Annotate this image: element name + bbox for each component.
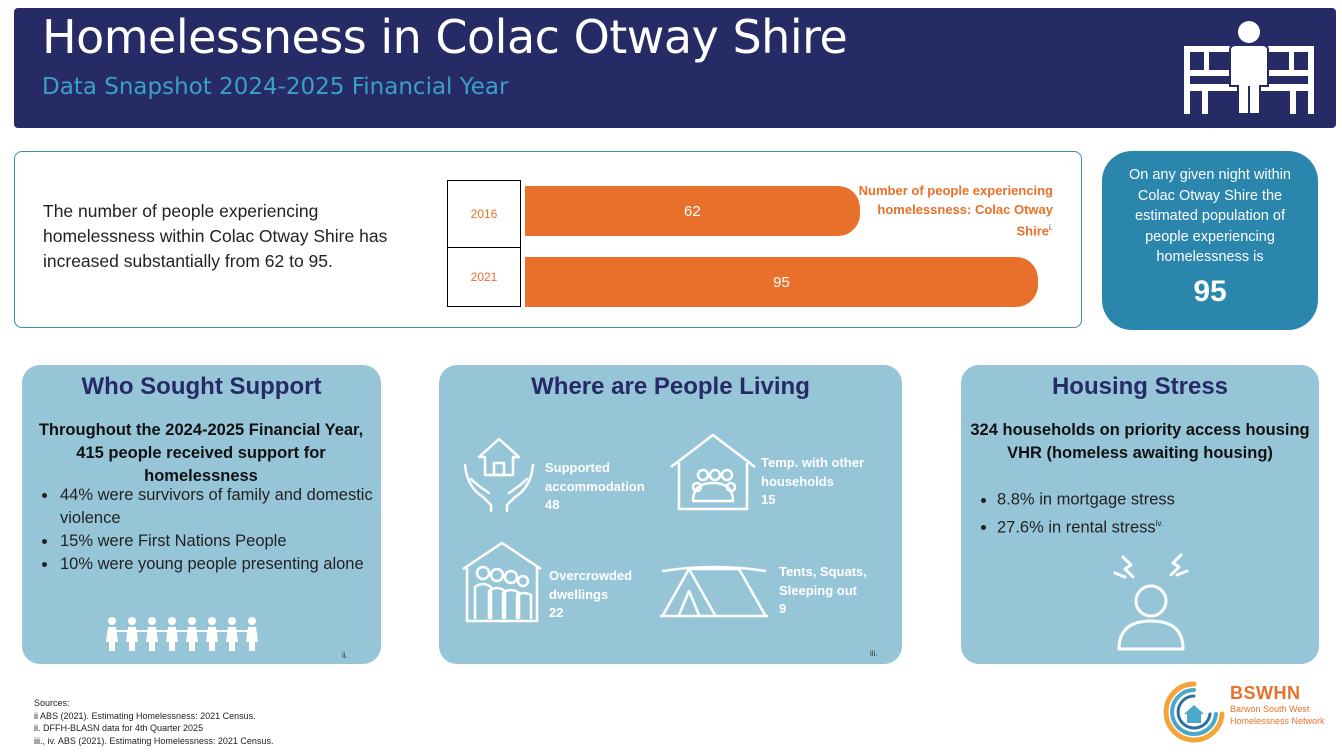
living-item-temp: Temp. with other households 15 [761,454,891,510]
person-head [128,617,136,625]
person-hand [116,630,128,632]
sources: Sources: ii ABS (2021). Estimating Homel… [34,697,273,747]
person-on-bench-icon [1184,21,1314,115]
person-head [148,617,156,625]
living-item-supported: Supported accommodation 48 [545,459,655,515]
person-body [126,627,138,651]
housing-stress-card: Housing Stress 324 households on priorit… [961,365,1319,664]
living-footnote: iii. [870,649,878,658]
list-item: 10% were young people presenting alone [58,553,378,576]
trend-panel: The number of people experiencing homele… [14,151,1082,328]
bswhn-logo: BSWHN Barwon South West Homelessness Net… [1162,680,1332,750]
source-line: ii. DFFH-BLASN data for 4th Quarter 2025 [34,723,204,733]
support-footnote: ii. [342,651,348,660]
person-hand [196,630,208,632]
person-head [168,617,176,625]
living-value-tents: 9 [779,601,787,616]
list-item: 44% were survivors of family and domesti… [58,484,378,530]
living-value-overcrowded: 22 [549,605,564,620]
page-subtitle: Data Snapshot 2024-2025 Financial Year [42,74,509,100]
person-hand [136,630,148,632]
bar-value-2016: 62 [684,202,701,220]
year-label-2016: 2016 [447,180,521,248]
night-estimate-panel: On any given night within Colac Otway Sh… [1102,151,1318,330]
person-head [208,617,216,625]
where-people-living-title: Where are People Living [531,373,810,400]
person-head [188,617,196,625]
night-estimate-text: On any given night within Colac Otway Sh… [1128,167,1291,265]
person-head [248,617,256,625]
source-line: ii ABS (2021). Estimating Homelessness: … [34,710,256,721]
living-label-temp: Temp. with other households [761,455,865,489]
living-item-overcrowded: Overcrowded dwellings 22 [549,567,659,623]
where-people-living-card: Where are People Living Supported accomm… [439,365,902,664]
person-body [226,627,238,651]
living-value-supported: 48 [545,497,560,512]
bar-2021: 95 [525,257,1038,307]
chart-legend-note: i. [1049,223,1053,232]
living-item-tents: Tents, Squats, Sleeping out 9 [779,563,889,619]
page-title: Homelessness in Colac Otway Shire [42,10,848,64]
housing-stress-title: Housing Stress [1051,373,1229,400]
person-body [246,627,258,651]
house-in-hands-icon [463,437,535,513]
list-item: 8.8% in mortgage stress [997,484,1317,512]
who-sought-support-card: Who Sought Support Throughout the 2024-2… [22,365,381,664]
night-estimate-value: 95 [1193,275,1227,308]
stress-lead: 324 households on priority access housin… [970,421,1310,462]
stress-list: 8.8% in mortgage stress 27.6% in rental … [981,484,1317,539]
year-label-2021: 2021 [447,247,521,307]
list-item: 27.6% in rental stressiv. [997,512,1317,540]
person-head [228,617,236,625]
crowded-house-icon [462,541,542,623]
support-lead: Throughout the 2024-2025 Financial Year,… [38,421,364,485]
logo-mark-icon [1163,681,1225,743]
tent-icon [659,565,769,618]
person-hand [216,630,228,632]
person-body [166,627,178,651]
person-body [206,627,218,651]
person-hand [176,630,188,632]
chart-legend: Number of people experiencing homelessne… [858,183,1053,239]
list-item: 15% were First Nations People [58,530,378,553]
trend-statement: The number of people experiencing homele… [43,201,388,271]
person-hand [236,630,248,632]
header-banner: Homelessness in Colac Otway Shire Data S… [14,8,1336,128]
source-line: iii., iv. ABS (2021). Estimating Homeles… [34,735,274,746]
person-body [186,627,198,651]
who-sought-support-title: Who Sought Support [81,373,322,400]
shared-house-icon [670,433,756,511]
living-label-overcrowded: Overcrowded dwellings [549,568,633,602]
person-hand [156,630,168,632]
living-value-temp: 15 [761,492,776,507]
person-body [146,627,158,651]
logo-subtitle: Barwon South West Homelessness Network [1230,704,1325,726]
person-head [108,617,116,625]
bar-2016: 62 [525,186,860,236]
support-list: 44% were survivors of family and domesti… [42,484,378,576]
stressed-person-icon [1113,553,1189,651]
person-body [106,627,118,651]
people-row-icon [106,617,258,651]
sources-heading: Sources: [34,698,70,708]
logo-name: BSWHN [1230,683,1301,703]
living-label-tents: Tents, Squats, Sleeping out [779,564,867,598]
bar-value-2021: 95 [773,273,790,291]
living-label-supported: Supported accommodation [545,460,645,494]
stress-note: iv. [1155,518,1164,528]
